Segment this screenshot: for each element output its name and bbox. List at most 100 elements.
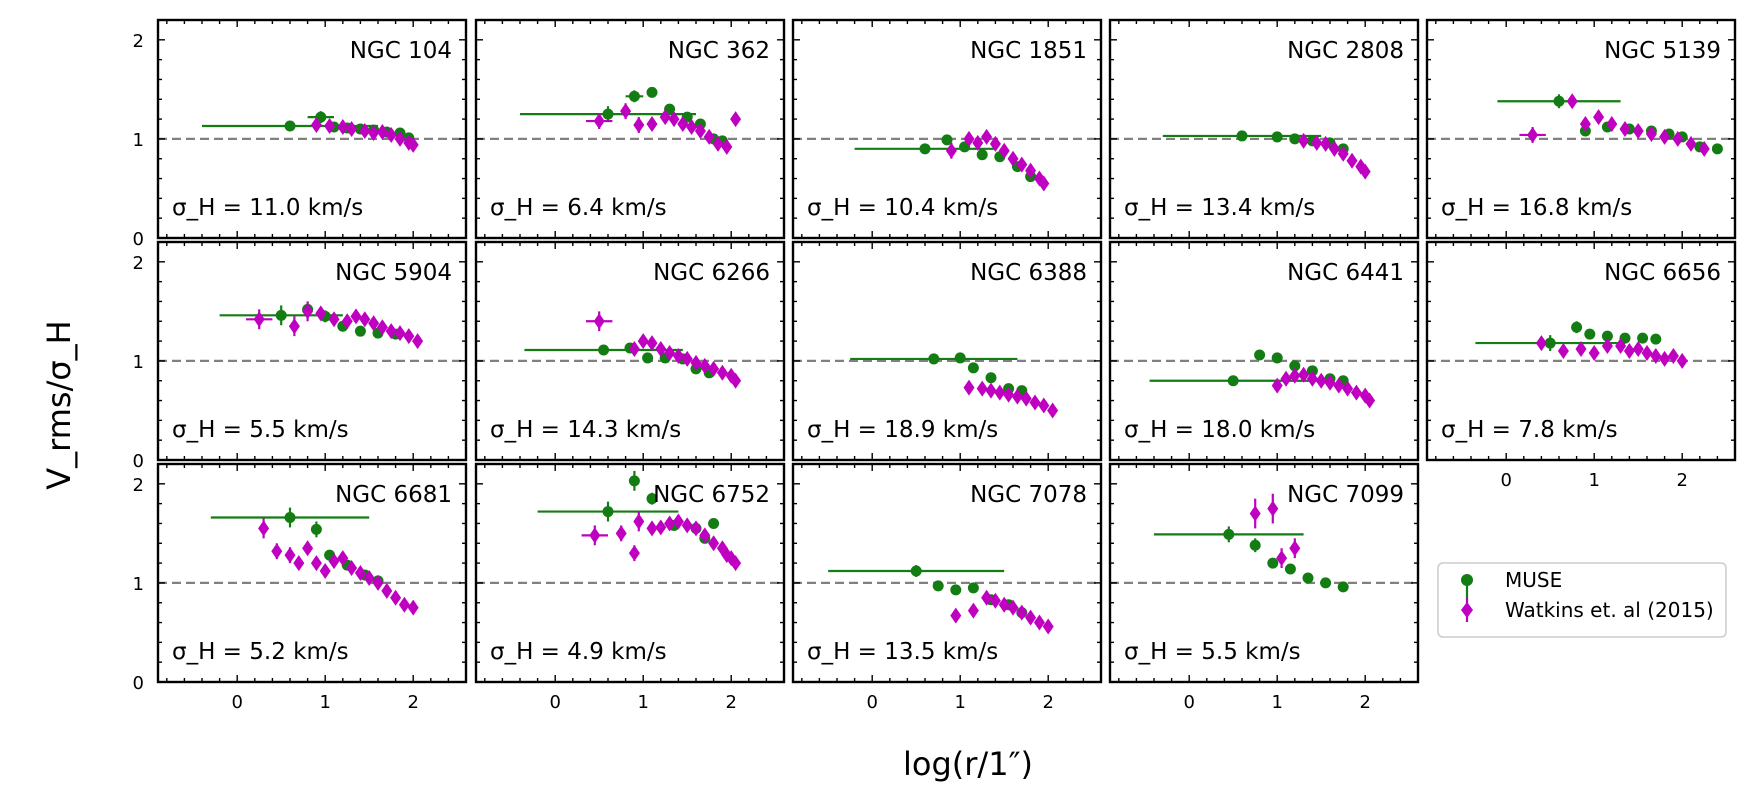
series-watkins — [963, 379, 1059, 419]
data-point-watkins — [1527, 126, 1539, 143]
data-point-watkins — [994, 384, 1006, 401]
axes-frame — [474, 462, 786, 684]
data-point-watkins — [1593, 109, 1605, 126]
panel-ngc-7099: 0 1 2 NGC 7099 σ_H = 5.5 km/s — [1108, 462, 1420, 713]
data-point-watkins — [708, 360, 720, 377]
data-point-watkins — [390, 589, 402, 606]
data-point-watkins — [412, 333, 424, 350]
data-point-watkins — [407, 599, 419, 616]
figure-xlabel: log(r/1″) — [903, 745, 1033, 783]
y-tick-label: 1 — [133, 352, 144, 373]
data-point-muse — [1227, 375, 1239, 387]
data-point-watkins — [699, 357, 711, 374]
x-tick-label: 1 — [637, 692, 648, 713]
data-point-watkins — [690, 354, 702, 371]
data-point-watkins — [315, 305, 327, 322]
data-point-watkins — [981, 128, 993, 145]
sigma-label: σ_H = 5.5 km/s — [1124, 639, 1301, 665]
data-point-watkins — [271, 543, 283, 560]
data-point-watkins — [972, 134, 984, 151]
data-point-watkins — [672, 347, 684, 364]
data-point-watkins — [659, 109, 671, 126]
data-point-watkins — [1566, 93, 1578, 110]
panel-ngc-6656: 0 1 2 NGC 6656 σ_H = 7.8 km/s — [1425, 240, 1737, 491]
data-point-muse — [928, 353, 940, 365]
legend-label-watkins: Watkins et. al (2015) — [1505, 598, 1714, 622]
data-point-watkins — [694, 122, 706, 139]
data-point-watkins — [976, 380, 988, 397]
panel-ngc-6752: 0 1 2 NGC 6752 σ_H = 4.9 km/s — [474, 462, 786, 713]
data-point-watkins — [681, 517, 693, 534]
data-point-watkins — [1306, 370, 1318, 387]
data-point-watkins — [998, 596, 1010, 613]
data-point-watkins — [381, 582, 393, 599]
series-watkins — [586, 103, 742, 155]
data-point-watkins — [385, 126, 397, 143]
data-point-watkins — [1016, 604, 1028, 621]
axes-frame — [474, 18, 786, 240]
data-point-watkins — [1619, 121, 1631, 137]
x-tick-label: 2 — [1042, 692, 1053, 713]
data-point-watkins — [359, 122, 371, 139]
data-point-watkins — [628, 545, 640, 562]
panel-title: NGC 6388 — [970, 260, 1087, 286]
sigma-label: σ_H = 11.0 km/s — [172, 195, 363, 221]
series-watkins — [945, 128, 1050, 192]
data-point-muse — [1553, 95, 1565, 107]
data-point-watkins — [1659, 128, 1671, 145]
data-point-watkins — [1038, 175, 1050, 192]
x-tick-label: 2 — [1359, 692, 1370, 713]
data-point-watkins — [730, 111, 742, 128]
series-watkins — [586, 311, 742, 389]
data-point-muse — [284, 120, 296, 132]
data-point-watkins — [1359, 163, 1371, 180]
legend-frame — [1437, 562, 1727, 638]
data-point-watkins — [1280, 370, 1292, 387]
axes-frame — [1108, 240, 1420, 462]
axes-frame — [1108, 462, 1420, 684]
axes-frame — [156, 18, 468, 240]
data-point-watkins — [716, 364, 728, 381]
data-point-watkins — [1606, 116, 1618, 133]
data-point-watkins — [1020, 390, 1032, 407]
data-point-watkins — [589, 527, 601, 544]
axes-frame — [156, 462, 468, 684]
data-point-watkins — [672, 513, 684, 530]
x-tick-label: 0 — [549, 692, 560, 713]
data-point-watkins — [593, 113, 605, 130]
data-point-muse — [1289, 133, 1301, 145]
data-point-muse — [646, 86, 658, 98]
x-tick-label: 2 — [725, 692, 736, 713]
panel-ngc-5904: 0 1 2 NGC 5904 σ_H = 5.5 km/s — [133, 240, 468, 472]
data-point-watkins — [1346, 152, 1358, 169]
x-tick-label: 1 — [319, 692, 330, 713]
data-point-muse — [310, 523, 322, 535]
data-point-watkins — [1337, 145, 1349, 162]
x-tick-label: 0 — [231, 692, 242, 713]
data-point-watkins — [1333, 377, 1345, 394]
data-point-watkins — [354, 565, 366, 581]
panel-ngc-1851: NGC 1851 σ_H = 10.4 km/s — [791, 18, 1103, 240]
data-point-watkins — [686, 119, 698, 136]
data-point-watkins — [1676, 352, 1688, 369]
data-point-watkins — [407, 136, 419, 153]
panel-title: NGC 362 — [668, 38, 770, 64]
data-point-watkins — [385, 323, 397, 340]
data-point-muse — [1302, 572, 1314, 584]
data-point-watkins — [628, 341, 640, 358]
sigma-label: σ_H = 5.2 km/s — [172, 639, 349, 665]
sigma-label: σ_H = 6.4 km/s — [490, 195, 667, 221]
data-point-muse — [932, 580, 944, 592]
data-point-watkins — [963, 130, 975, 147]
series-watkins — [246, 301, 424, 350]
data-point-watkins — [310, 117, 322, 134]
data-point-watkins — [721, 138, 733, 155]
data-point-muse — [1711, 143, 1723, 155]
data-point-watkins — [1650, 347, 1662, 364]
data-point-watkins — [328, 311, 340, 328]
y-tick-label: 1 — [133, 130, 144, 151]
data-point-watkins — [1667, 347, 1679, 364]
data-point-muse — [1236, 130, 1248, 142]
series-muse — [1475, 321, 1662, 351]
